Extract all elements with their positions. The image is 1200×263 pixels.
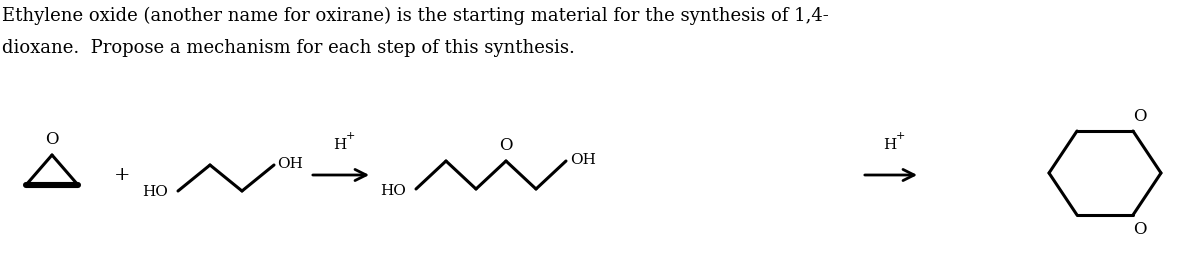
Text: H: H bbox=[334, 138, 347, 152]
Text: OH: OH bbox=[277, 157, 302, 171]
Text: +: + bbox=[114, 166, 131, 184]
Text: OH: OH bbox=[570, 153, 596, 167]
Text: O: O bbox=[1133, 220, 1147, 237]
Text: HO: HO bbox=[380, 184, 406, 198]
Text: H: H bbox=[883, 138, 896, 152]
Text: O: O bbox=[499, 136, 512, 154]
Text: O: O bbox=[46, 130, 59, 148]
Text: O: O bbox=[1133, 109, 1147, 125]
Text: Ethylene oxide (another name for oxirane) is the starting material for the synth: Ethylene oxide (another name for oxirane… bbox=[2, 7, 829, 25]
Text: HO: HO bbox=[142, 185, 168, 199]
Text: +: + bbox=[346, 131, 355, 141]
Text: +: + bbox=[895, 131, 905, 141]
Text: dioxane.  Propose a mechanism for each step of this synthesis.: dioxane. Propose a mechanism for each st… bbox=[2, 39, 575, 57]
